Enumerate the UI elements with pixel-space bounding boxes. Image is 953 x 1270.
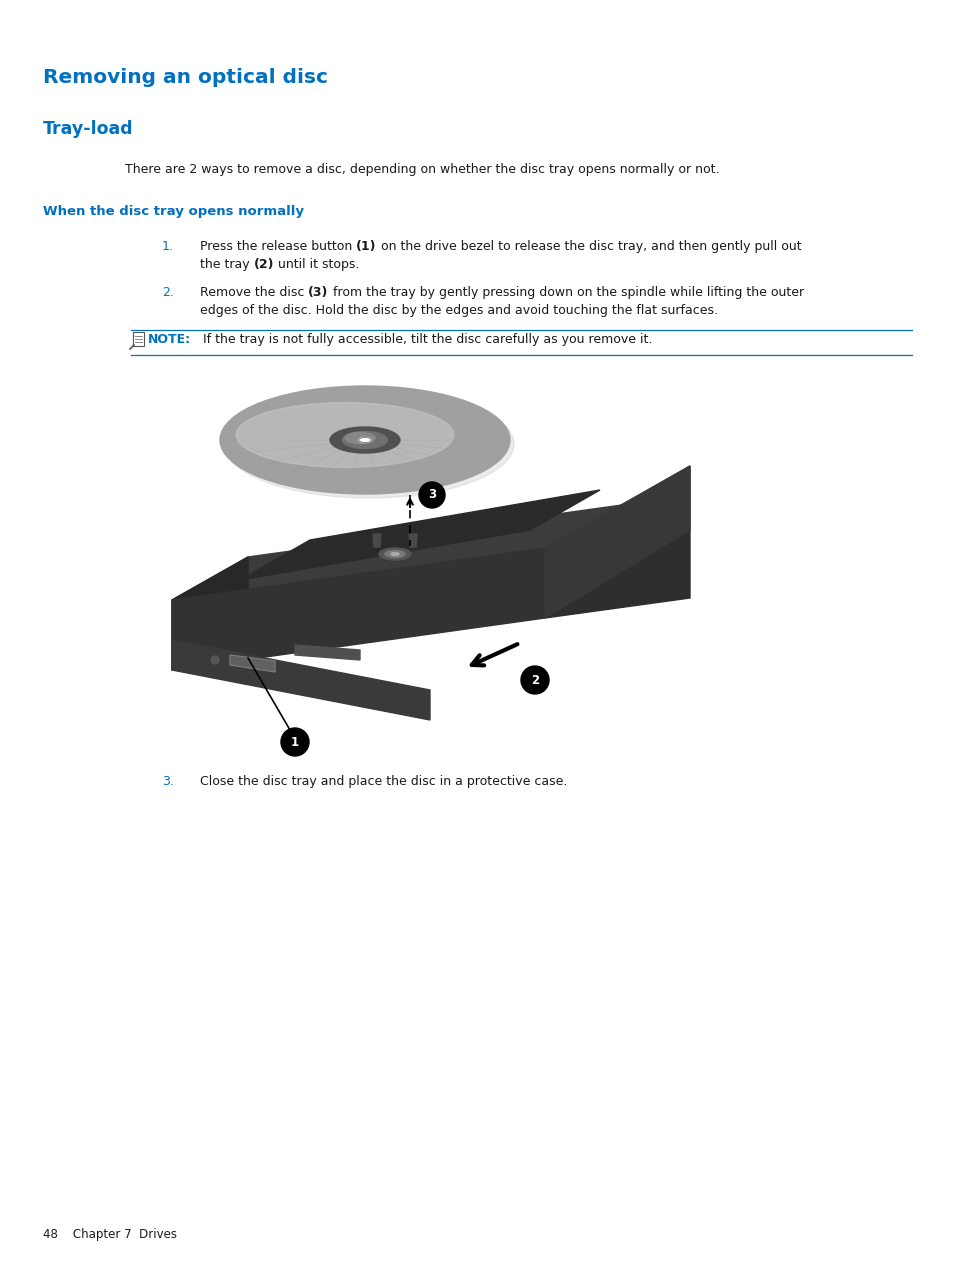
FancyBboxPatch shape <box>132 331 144 345</box>
Text: 1.: 1. <box>162 240 173 253</box>
Text: on the drive bezel to release the disc tray, and then gently pull out: on the drive bezel to release the disc t… <box>376 240 801 253</box>
Text: 3.: 3. <box>162 775 173 787</box>
Text: Removing an optical disc: Removing an optical disc <box>43 69 328 88</box>
Text: Remove the disc: Remove the disc <box>200 286 308 298</box>
Polygon shape <box>172 640 430 720</box>
Ellipse shape <box>342 432 387 448</box>
Text: from the tray by gently pressing down on the spindle while lifting the outer: from the tray by gently pressing down on… <box>329 286 803 298</box>
Text: Tray-load: Tray-load <box>43 119 133 138</box>
Polygon shape <box>373 533 380 547</box>
Text: the tray: the tray <box>200 258 253 271</box>
Ellipse shape <box>391 552 398 555</box>
Polygon shape <box>240 490 599 580</box>
Text: 2.: 2. <box>162 286 173 298</box>
Ellipse shape <box>224 390 514 498</box>
Polygon shape <box>172 558 248 671</box>
Ellipse shape <box>220 386 510 494</box>
Circle shape <box>520 665 548 693</box>
Polygon shape <box>409 533 416 547</box>
Circle shape <box>418 483 444 508</box>
Polygon shape <box>172 505 621 599</box>
Polygon shape <box>544 530 689 618</box>
Ellipse shape <box>378 547 411 560</box>
Text: edges of the disc. Hold the disc by the edges and avoid touching the flat surfac: edges of the disc. Hold the disc by the … <box>200 304 718 318</box>
Text: NOTE:: NOTE: <box>148 333 191 345</box>
Ellipse shape <box>236 403 454 467</box>
Ellipse shape <box>345 433 375 443</box>
Text: 1: 1 <box>291 735 298 748</box>
Polygon shape <box>544 466 689 547</box>
Circle shape <box>211 657 219 664</box>
Polygon shape <box>230 655 274 672</box>
Text: (3): (3) <box>308 286 329 298</box>
Polygon shape <box>294 645 359 660</box>
Polygon shape <box>172 547 544 671</box>
Polygon shape <box>544 466 689 618</box>
Ellipse shape <box>385 550 405 558</box>
Text: There are 2 ways to remove a disc, depending on whether the disc tray opens norm: There are 2 ways to remove a disc, depen… <box>125 163 719 177</box>
Text: Close the disc tray and place the disc in a protective case.: Close the disc tray and place the disc i… <box>200 775 567 787</box>
Text: Press the release button: Press the release button <box>200 240 355 253</box>
Ellipse shape <box>330 427 399 453</box>
Circle shape <box>281 728 309 756</box>
Text: (2): (2) <box>253 258 274 271</box>
Ellipse shape <box>358 437 371 442</box>
Text: (1): (1) <box>355 240 376 253</box>
Text: 3: 3 <box>428 489 436 502</box>
Text: 48    Chapter 7  Drives: 48 Chapter 7 Drives <box>43 1228 177 1241</box>
Text: If the tray is not fully accessible, tilt the disc carefully as you remove it.: If the tray is not fully accessible, til… <box>194 333 652 345</box>
Text: until it stops.: until it stops. <box>274 258 359 271</box>
Text: 2: 2 <box>531 673 538 687</box>
Text: When the disc tray opens normally: When the disc tray opens normally <box>43 204 304 218</box>
